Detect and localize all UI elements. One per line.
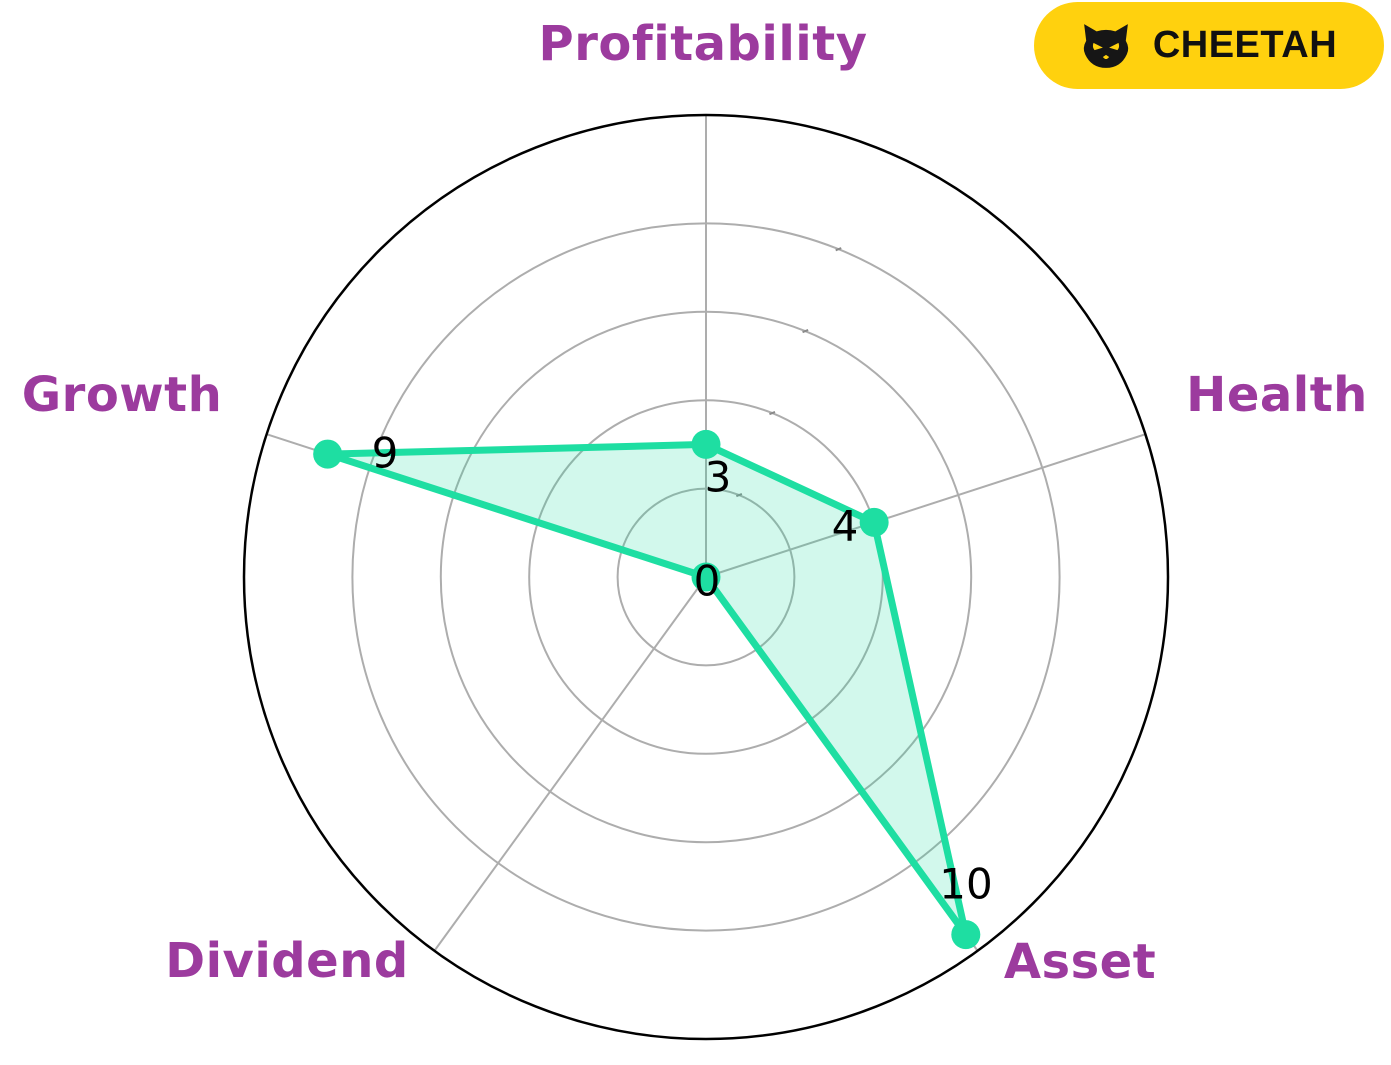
value-label-health: 4	[831, 501, 859, 551]
axis-label-growth: Growth	[21, 367, 223, 423]
axis-label-profitability: Profitability	[538, 16, 868, 72]
axis-label-dividend: Dividend	[165, 933, 409, 989]
value-label-profitability: 3	[704, 452, 732, 502]
axis-label-asset: Asset	[1003, 934, 1157, 990]
cat-face-icon	[1083, 23, 1128, 68]
axis-label-health: Health	[1186, 367, 1368, 423]
badge-label: CHEETAH	[1152, 24, 1338, 66]
value-label-asset: 10	[939, 859, 993, 909]
value-label-growth: 9	[371, 428, 399, 478]
cheetah-badge[interactable]: CHEETAH	[1034, 2, 1384, 89]
value-label-dividend: 0	[693, 556, 721, 606]
